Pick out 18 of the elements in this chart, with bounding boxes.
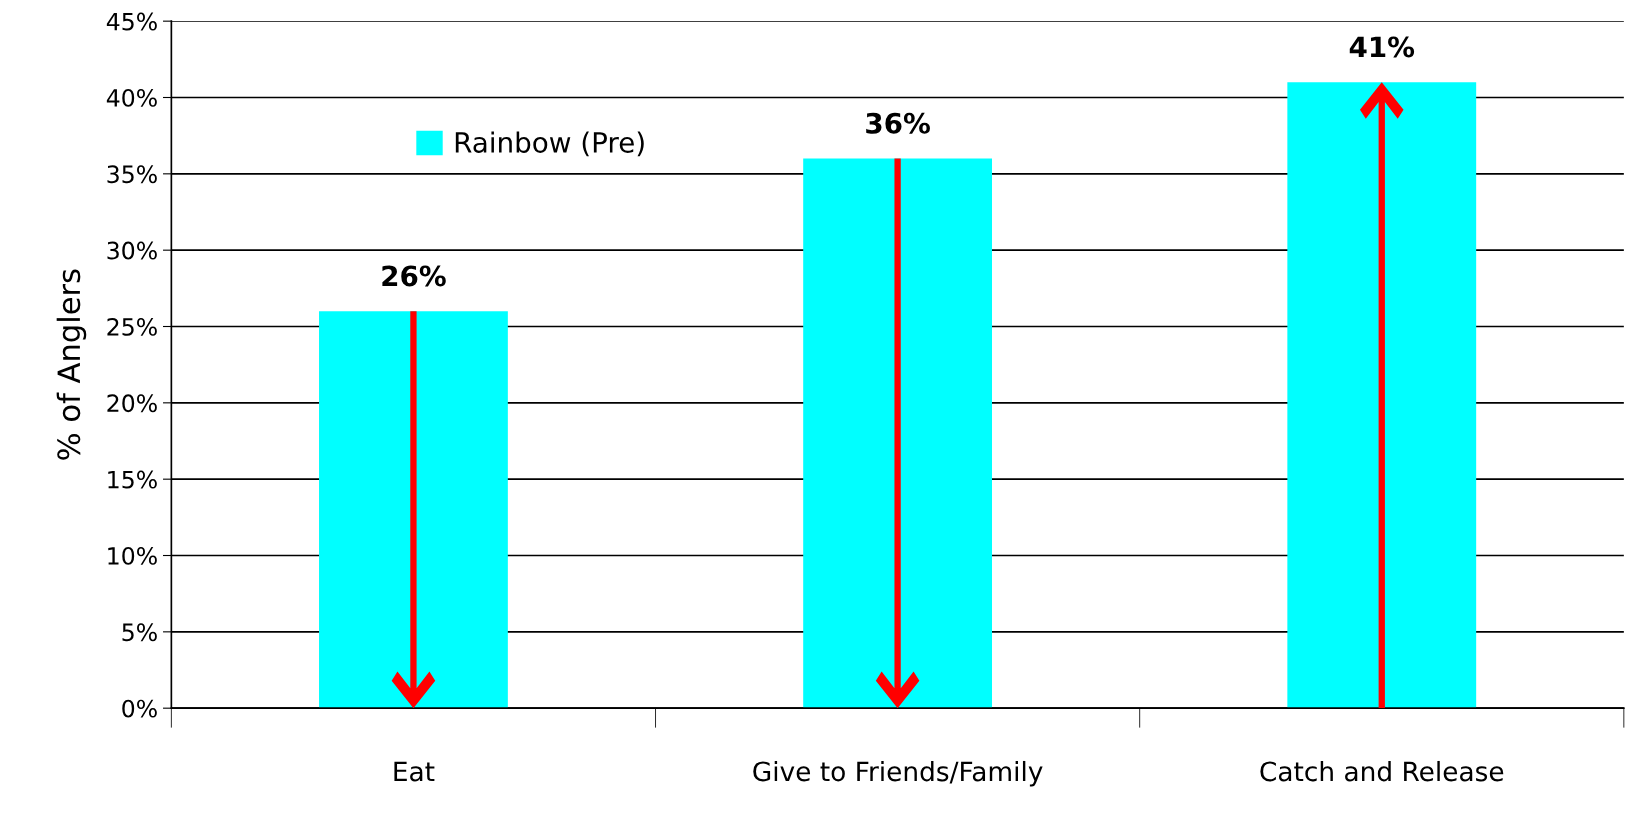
y-tick-label: 45%	[106, 12, 157, 31]
data-label: 36%	[866, 112, 930, 134]
y-tick-label: 20%	[107, 394, 157, 413]
y-tick-label: 0%	[122, 699, 157, 718]
y-axis-title: % of Anglers	[56, 269, 87, 460]
x-tick-label: Catch and Release	[1260, 760, 1504, 782]
y-tick-label: 5%	[122, 623, 157, 642]
x-tick-label: Give to Friends/Family	[753, 760, 1043, 787]
y-tick-label: 40%	[106, 88, 157, 107]
y-tick-label: 35%	[107, 165, 157, 184]
data-label: 41%	[1349, 36, 1415, 58]
legend-label: Rainbow (Pre)	[455, 131, 644, 157]
x-tick-label: Eat	[394, 761, 435, 782]
y-tick-label: 15%	[108, 470, 157, 489]
y-tick-label: 25%	[107, 317, 157, 336]
data-label: 26%	[382, 265, 446, 287]
y-tick-label: 30%	[107, 241, 157, 260]
y-tick-label: 10%	[108, 546, 157, 565]
